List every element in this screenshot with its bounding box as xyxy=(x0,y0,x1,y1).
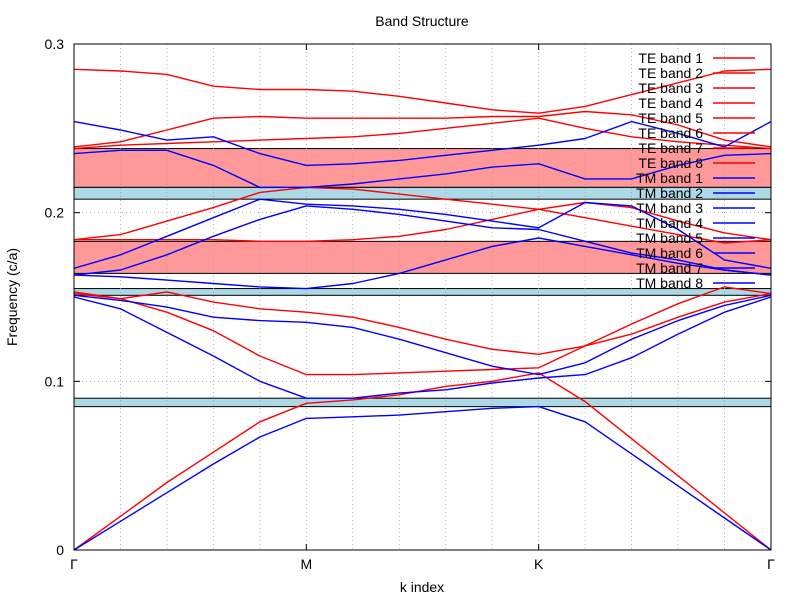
series-line-te-band-8 xyxy=(73,68,772,114)
legend-item: TE band 6 xyxy=(638,125,755,141)
series-line-tm-band-4 xyxy=(73,237,772,290)
band-gap-te-1 xyxy=(73,148,772,188)
legend-label: TM band 3 xyxy=(636,200,703,216)
series-line-te-band-4 xyxy=(73,186,772,244)
x-tick-label: Γ xyxy=(767,556,775,572)
series-line-te-band-1 xyxy=(73,372,772,551)
legend-label: TE band 3 xyxy=(638,80,703,96)
series-line-te-band-7 xyxy=(73,110,772,148)
legend-label: TE band 1 xyxy=(638,50,703,66)
legend-label: TE band 5 xyxy=(638,110,703,126)
chart-title: Band Structure xyxy=(375,13,469,29)
y-tick-label: 0.3 xyxy=(45,36,65,52)
legend-label: TM band 1 xyxy=(636,170,703,186)
legend: TE band 1TE band 2TE band 3TE band 4TE b… xyxy=(636,50,755,291)
x-tick-label: K xyxy=(534,556,544,572)
x-axis-title: k index xyxy=(400,579,444,595)
legend-label: TE band 2 xyxy=(638,65,703,81)
legend-label: TE band 7 xyxy=(638,140,703,156)
legend-item: TE band 8 xyxy=(638,155,755,171)
plot-border xyxy=(73,43,772,551)
series-layer xyxy=(73,68,772,551)
legend-item: TE band 7 xyxy=(638,140,755,156)
series-line-te-band-3 xyxy=(73,291,772,355)
legend-label: TE band 6 xyxy=(638,125,703,141)
legend-label: TM band 4 xyxy=(636,215,703,231)
axis-ticks: Γ M K Γ00.10.20.3 xyxy=(45,36,776,572)
legend-item: TE band 1 xyxy=(638,50,755,66)
series-line-tm-band-2 xyxy=(73,296,772,399)
legend-label: TM band 2 xyxy=(636,185,703,201)
series-line-te-band-5 xyxy=(74,201,772,243)
legend-item: TM band 4 xyxy=(636,215,755,231)
legend-label: TM band 7 xyxy=(636,260,703,276)
legend-label: TM band 8 xyxy=(636,275,703,291)
x-tick-label: M xyxy=(300,556,312,572)
band-gap-te-2 xyxy=(73,240,772,274)
series-line-tm-band-6 xyxy=(73,198,772,269)
legend-item: TM band 5 xyxy=(636,230,755,246)
plot-frame xyxy=(73,43,772,551)
legend-item: TM band 7 xyxy=(636,260,755,276)
y-axis-title: Frequency (c/a) xyxy=(4,248,20,346)
series-line-te-band-6 xyxy=(73,117,772,150)
series-line-tm-band-7 xyxy=(73,149,772,189)
series-line-tm-band-5 xyxy=(73,205,772,276)
legend-item: TM band 2 xyxy=(636,185,755,201)
series-line-tm-band-8 xyxy=(73,120,772,167)
legend-item: TE band 3 xyxy=(638,80,755,96)
legend-item: TM band 6 xyxy=(636,245,755,261)
legend-item: TM band 8 xyxy=(636,275,755,291)
legend-item: TE band 4 xyxy=(638,95,755,111)
legend-label: TM band 5 xyxy=(636,230,703,246)
series-line-te-band-2 xyxy=(73,286,772,376)
legend-label: TE band 8 xyxy=(638,155,703,171)
legend-item: TE band 2 xyxy=(638,65,755,81)
legend-item: TM band 3 xyxy=(636,200,755,216)
legend-item: TM band 1 xyxy=(636,170,755,186)
grid-layer xyxy=(74,44,771,550)
band-gap-tm-5 xyxy=(73,397,772,408)
y-tick-label: 0 xyxy=(56,542,64,558)
legend-item: TE band 5 xyxy=(638,110,755,126)
legend-label: TE band 4 xyxy=(638,95,703,111)
y-tick-label: 0.1 xyxy=(45,373,65,389)
series-line-tm-band-3 xyxy=(73,294,772,376)
x-tick-label: Γ xyxy=(70,556,78,572)
legend-label: TM band 6 xyxy=(636,245,703,261)
series-line-tm-band-1 xyxy=(73,405,772,551)
y-tick-label: 0.2 xyxy=(45,205,65,221)
